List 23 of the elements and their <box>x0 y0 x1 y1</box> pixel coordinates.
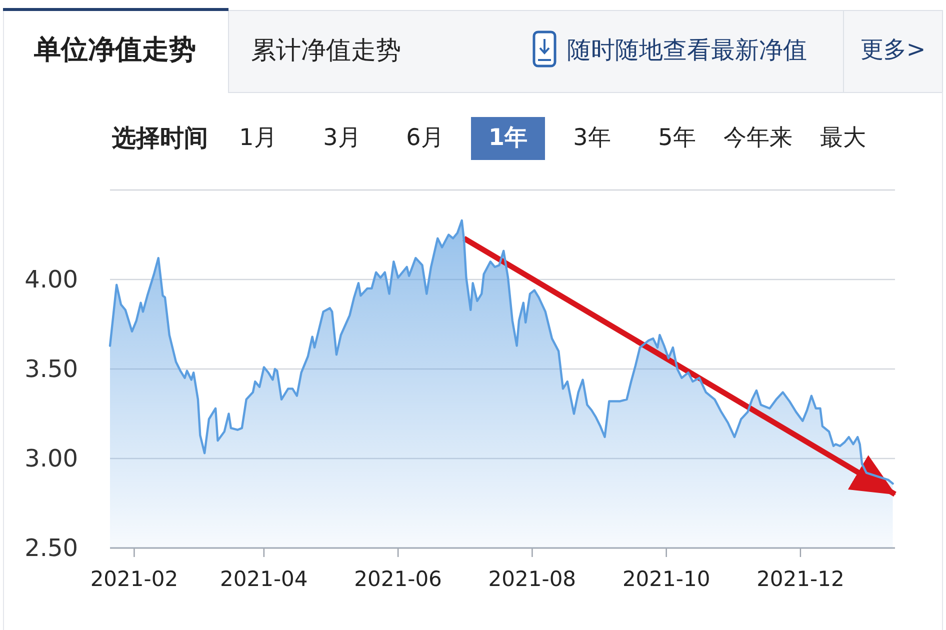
x-tick-label: 2021-04 <box>220 567 308 591</box>
text: 随时随地查看最新净值 <box>567 36 807 64</box>
chart-title: 单位净值走势 <box>33 34 196 66</box>
text: 更多> <box>860 37 926 63</box>
text: 3年 <box>573 125 611 151</box>
text: 3月 <box>323 125 361 151</box>
text: 1月 <box>239 125 277 151</box>
text: 今年来 <box>724 125 792 151</box>
x-tick-label: 2021-08 <box>488 567 576 591</box>
y-tick-label: 2.50 <box>24 534 78 562</box>
x-tick-label: 2021-02 <box>90 567 178 591</box>
y-tick-label: 4.00 <box>24 266 78 294</box>
text: 最大 <box>820 125 866 151</box>
y-tick-label: 3.50 <box>24 355 78 383</box>
text: 累计净值走势 <box>251 36 401 64</box>
x-tick-label: 2021-10 <box>622 567 710 591</box>
text: 选择时间 <box>111 124 208 152</box>
text: 1年 <box>488 125 528 151</box>
text: 6月 <box>406 125 444 151</box>
y-tick-label: 3.00 <box>24 444 78 472</box>
x-tick-label: 2021-06 <box>354 567 442 591</box>
text: 5年 <box>658 125 696 151</box>
x-tick-label: 2021-12 <box>756 567 844 591</box>
